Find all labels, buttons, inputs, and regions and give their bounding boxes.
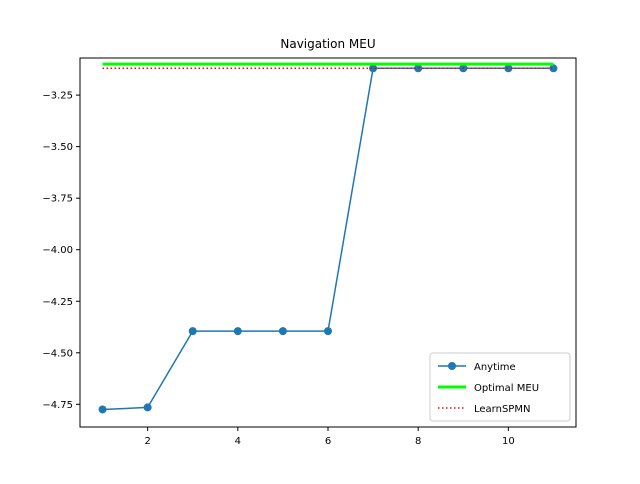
x-tick-label: 4 (235, 436, 241, 447)
data-point (188, 327, 197, 336)
legend: Anytime Optimal MEU LearnSPMN (429, 352, 571, 422)
x-tick-label: 8 (415, 436, 421, 447)
data-point (278, 327, 287, 336)
legend-marker (448, 362, 456, 370)
data-point (98, 405, 107, 414)
axis-layer: 2 4 6 8 10 −3.25 −3.50 −3.75 −4.00 −4.25 −4.50 −4.7… (42, 91, 514, 447)
x-tick-label: 6 (325, 436, 331, 447)
data-point (369, 64, 378, 73)
x-tick-label: 10 (502, 436, 515, 447)
y-tick-label: −3.50 (42, 142, 73, 153)
legend-label: Optimal MEU (474, 383, 539, 394)
data-point (324, 327, 332, 336)
data-point (414, 64, 423, 73)
legend-label: LearnSPMN (474, 404, 530, 415)
y-tick-label: −4.25 (42, 297, 73, 308)
x-tick-label: 2 (144, 436, 150, 447)
data-point (233, 327, 242, 336)
chart-title: Navigation MEU (280, 37, 375, 51)
data-point (143, 403, 152, 412)
y-tick-label: −4.00 (42, 245, 73, 256)
y-tick-label: −3.25 (42, 91, 73, 102)
y-tick-label: −4.50 (42, 348, 73, 359)
y-tick-label: −3.75 (42, 194, 73, 205)
plot-layer (98, 62, 558, 414)
data-point (504, 64, 513, 73)
legend-box (429, 352, 571, 422)
legend-label: Anytime (474, 362, 516, 373)
y-tick-label: −4.75 (42, 400, 73, 411)
data-point (549, 64, 558, 73)
